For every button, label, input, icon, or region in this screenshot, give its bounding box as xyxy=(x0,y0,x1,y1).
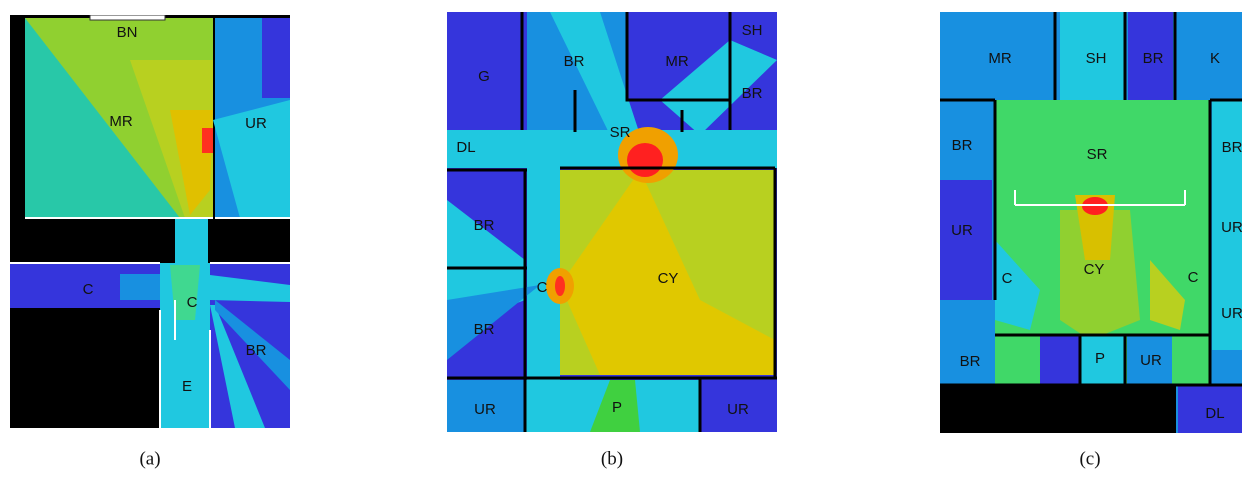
room-label: BR xyxy=(742,85,763,102)
room-label: CY xyxy=(658,270,679,287)
panel-a xyxy=(10,15,290,428)
panel-c-region xyxy=(940,385,1176,433)
room-label: SH xyxy=(1086,50,1107,67)
room-label: E xyxy=(182,378,192,395)
room-label: SR xyxy=(610,124,631,141)
panel-c xyxy=(940,12,1242,433)
room-label: UR xyxy=(1221,305,1242,322)
room-label: BN xyxy=(117,24,138,41)
room-label: C xyxy=(537,279,548,296)
room-label: P xyxy=(1095,350,1105,367)
room-label: UR xyxy=(474,401,496,418)
room-label: DL xyxy=(1205,405,1224,422)
room-label: CY xyxy=(1084,261,1105,278)
panel-a-region xyxy=(90,15,165,20)
room-label: MR xyxy=(988,50,1011,67)
panel-caption: (a) xyxy=(139,448,160,469)
panel-b-region xyxy=(555,276,565,296)
room-label: C xyxy=(1002,270,1013,287)
captions: (a) (b) (c) xyxy=(139,448,1100,469)
room-label: UR xyxy=(1221,219,1242,236)
room-label: UR xyxy=(727,401,749,418)
room-label: BR xyxy=(952,137,973,154)
room-label: BR xyxy=(474,217,495,234)
room-label: BR xyxy=(474,321,495,338)
room-label: C xyxy=(1188,269,1199,286)
room-label: SH xyxy=(742,22,763,39)
room-label: P xyxy=(612,399,622,416)
room-label: BR xyxy=(1143,50,1164,67)
room-label: K xyxy=(1210,50,1220,67)
panel-a-region xyxy=(120,274,160,300)
panel-b xyxy=(447,12,777,432)
body: {"panels": [ {"caption": "(a)", "labels"… xyxy=(0,0,1242,483)
panel-c-region xyxy=(1040,335,1080,385)
panel-a-region xyxy=(262,18,290,98)
panel-b-region xyxy=(627,143,663,177)
panel-a-region xyxy=(202,128,213,153)
figure: BN MR UR C C BR E G BR MR SH BR DL SR BR… xyxy=(0,0,1242,483)
room-label: DL xyxy=(456,139,475,156)
room-label: UR xyxy=(245,115,267,132)
room-label: MR xyxy=(665,53,688,70)
room-label: BR xyxy=(246,342,267,359)
room-label: BR xyxy=(1222,139,1242,156)
room-label: UR xyxy=(951,222,973,239)
panel-caption: (c) xyxy=(1079,448,1100,469)
room-label: UR xyxy=(1140,352,1162,369)
room-label: BR xyxy=(960,353,981,370)
room-label: G xyxy=(478,68,490,85)
panel-caption: (b) xyxy=(601,448,623,469)
room-label: C xyxy=(83,281,94,298)
room-label: BR xyxy=(564,53,585,70)
panel-c-region xyxy=(940,180,992,300)
room-label: MR xyxy=(109,113,132,130)
room-label: C xyxy=(187,294,198,311)
panel-a-region xyxy=(175,218,208,265)
room-label: SR xyxy=(1087,146,1108,163)
page: Visibility heatmaps html, body { margin:… xyxy=(0,0,1242,483)
